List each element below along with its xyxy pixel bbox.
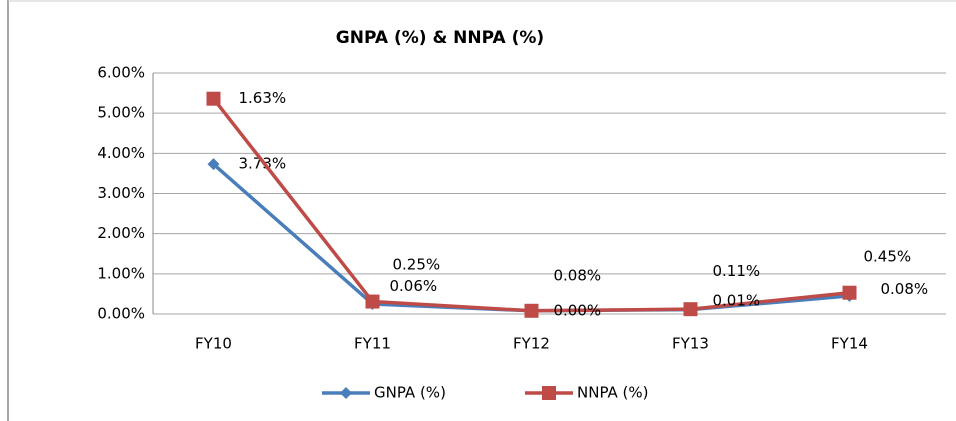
data-label: 0.11%: [713, 262, 761, 280]
marker: [524, 303, 539, 318]
marker: [683, 302, 698, 317]
marker: [542, 386, 556, 400]
chart-title: GNPA (%) & NNPA (%): [336, 28, 544, 48]
y-tick-label: 5.00%: [97, 104, 145, 122]
y-tick-label: 6.00%: [97, 64, 145, 82]
x-tick-label: FY13: [672, 335, 709, 353]
data-label: 0.06%: [390, 277, 438, 295]
x-tick-label: FY14: [831, 335, 868, 353]
y-tick-label: 2.00%: [97, 224, 145, 242]
x-tick-label: FY11: [354, 335, 391, 353]
data-label: 0.45%: [864, 247, 912, 265]
x-tick-label: FY10: [195, 335, 232, 353]
y-tick-label: 3.00%: [97, 184, 145, 202]
marker: [842, 285, 857, 300]
data-label: 1.63%: [239, 89, 287, 107]
legend-label: GNPA (%): [374, 384, 446, 402]
legend-label: NNPA (%): [577, 384, 649, 402]
marker: [340, 387, 352, 399]
marker: [365, 294, 380, 309]
data-label: 0.08%: [881, 280, 929, 298]
y-tick-label: 4.00%: [97, 144, 145, 162]
marker: [207, 158, 220, 171]
data-label: 0.00%: [554, 301, 602, 319]
data-label: 0.25%: [393, 255, 441, 273]
data-label: 0.08%: [554, 266, 602, 284]
y-tick-label: 0.00%: [97, 305, 145, 323]
marker: [206, 91, 221, 106]
data-label: 0.01%: [713, 292, 761, 310]
x-tick-label: FY12: [513, 335, 550, 353]
y-tick-label: 1.00%: [97, 264, 145, 282]
